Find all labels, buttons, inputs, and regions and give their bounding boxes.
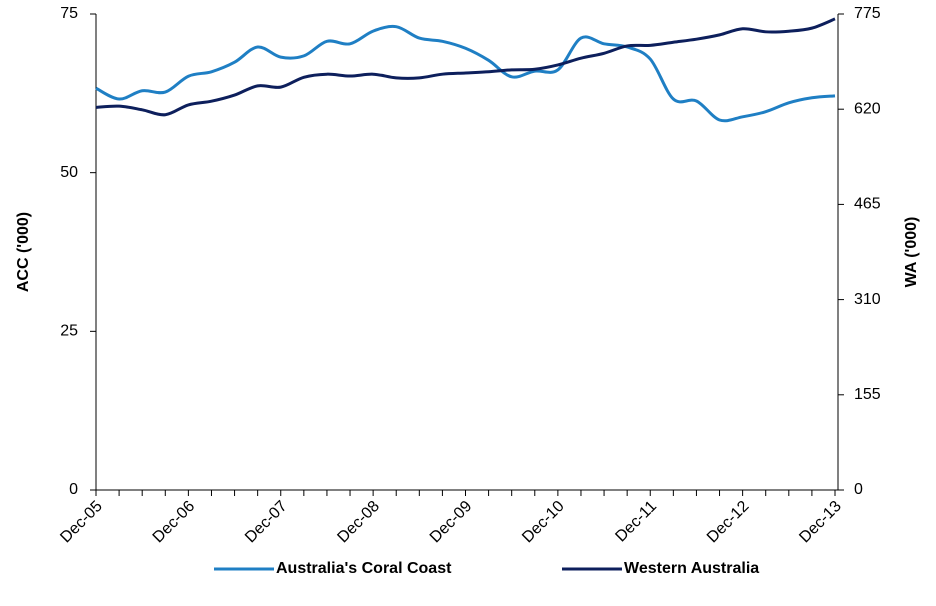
x-tick-label: Dec-12	[704, 498, 753, 547]
y2-tick-label: 775	[854, 5, 881, 22]
x-tick-label: Dec-13	[796, 498, 845, 547]
y2-tick-label: 465	[854, 196, 881, 213]
y-tick-label: 75	[60, 5, 78, 22]
x-tick-label: Dec-08	[334, 498, 383, 547]
y-axis-title: ACC ('000)	[15, 212, 32, 292]
x-tick-label: Dec-07	[242, 498, 291, 547]
y2-tick-label: 0	[854, 481, 863, 498]
y-tick-label: 25	[60, 323, 78, 340]
x-tick-label: Dec-11	[612, 498, 660, 546]
line-series	[95, 24, 836, 123]
y-tick-label: 0	[69, 481, 78, 498]
x-tick-label: Dec-05	[57, 498, 106, 547]
line-series	[95, 17, 836, 117]
x-tick-label: Dec-09	[427, 498, 476, 547]
y2-tick-label: 620	[854, 100, 881, 117]
y-tick-label: 50	[60, 164, 78, 181]
x-tick-label: Dec-10	[519, 498, 568, 547]
legend-label: Western Australia	[624, 560, 759, 577]
legend-label: Australia's Coral Coast	[276, 560, 452, 577]
x-tick-label: Dec-06	[150, 498, 199, 547]
y2-tick-label: 155	[854, 386, 881, 403]
y2-tick-label: 310	[854, 291, 881, 308]
y2-axis-title: WA ('000)	[903, 217, 920, 288]
